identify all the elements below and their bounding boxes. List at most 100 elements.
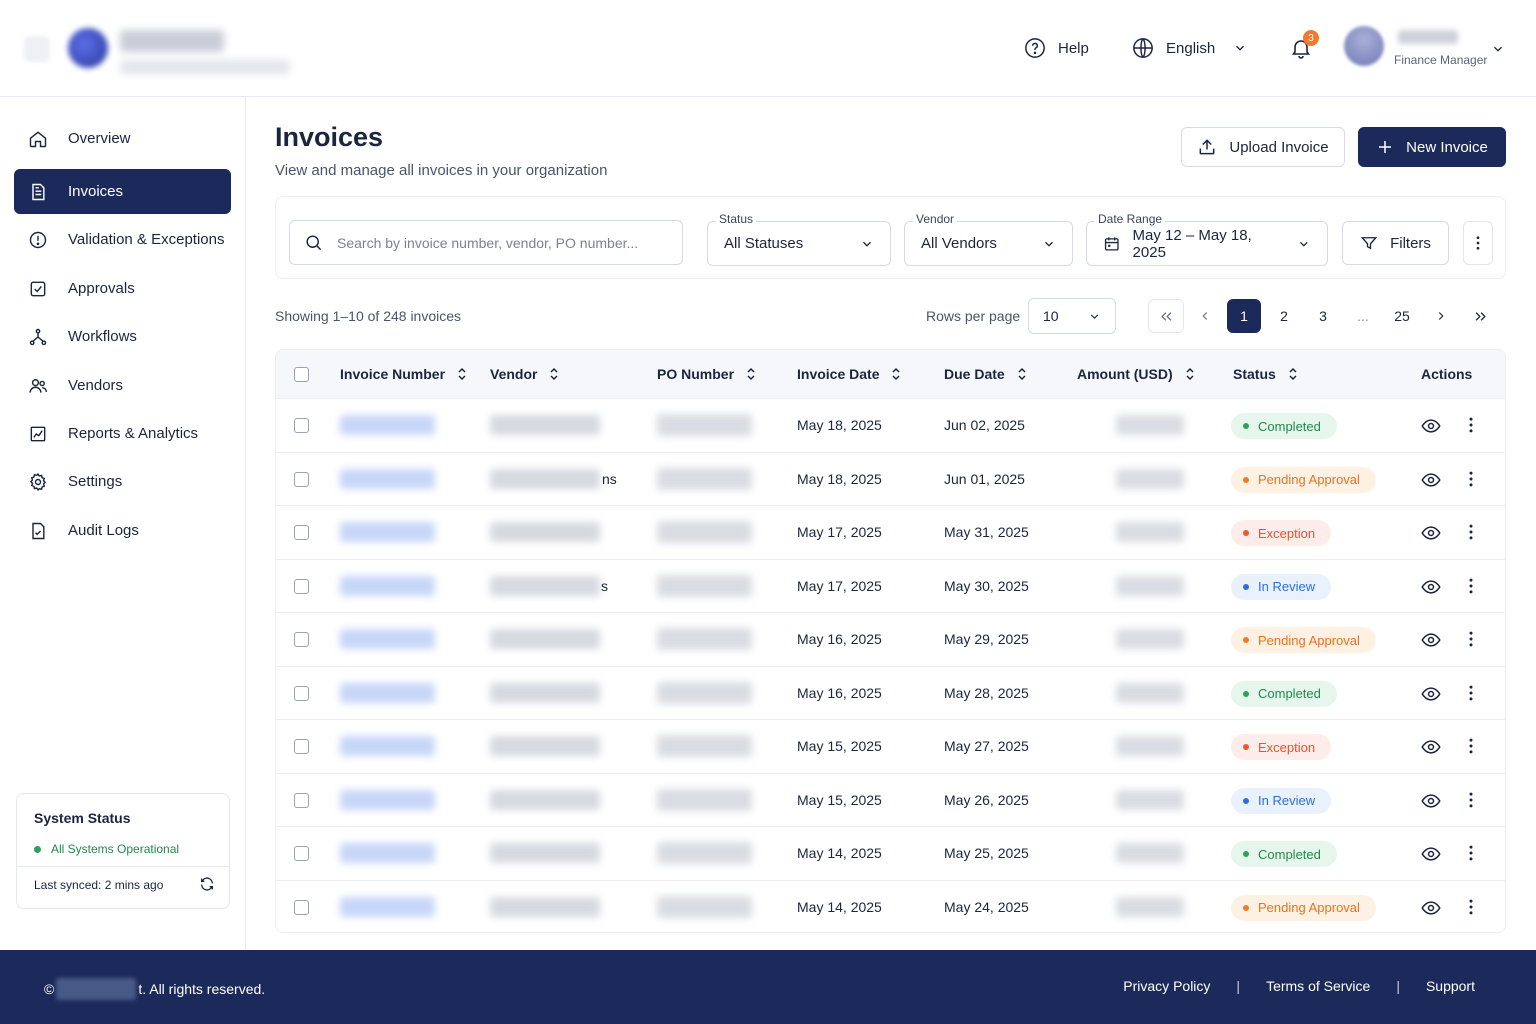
table-row[interactable]: ns May 18, 2025 Jun 01, 2025 Pending Approv…	[276, 451, 1505, 506]
row-checkbox[interactable]	[294, 525, 309, 540]
more-vertical-icon[interactable]	[1461, 843, 1481, 863]
column-header-status[interactable]: Status	[1233, 366, 1298, 382]
select-all-checkbox[interactable]	[294, 367, 309, 382]
last-page-button[interactable]	[1463, 299, 1497, 333]
table-row[interactable]: May 15, 2025 May 26, 2025 In Review	[276, 772, 1505, 827]
page-button[interactable]: 2	[1280, 308, 1288, 324]
row-checkbox[interactable]	[294, 685, 309, 701]
table-row[interactable]: May 16, 2025 May 29, 2025 Pending Approval	[276, 612, 1505, 666]
status-select[interactable]: Status All Statuses	[707, 212, 891, 266]
chevron-down-icon[interactable]	[1491, 42, 1505, 56]
sidebar-item-reports[interactable]: Reports & Analytics	[14, 411, 231, 456]
prev-page-button[interactable]	[1188, 299, 1222, 333]
sidebar-item-workflows[interactable]: Workflows	[14, 314, 231, 359]
row-checkbox[interactable]	[294, 792, 309, 808]
chevron-down-icon	[1045, 241, 1053, 247]
more-vertical-icon[interactable]	[1461, 629, 1481, 649]
more-vertical-icon[interactable]	[1461, 576, 1481, 596]
page-title: Invoices	[275, 122, 384, 152]
row-checkbox[interactable]	[294, 418, 309, 433]
column-header-amount[interactable]: Amount (USD)	[1077, 366, 1195, 382]
sidebar-item-audit-logs[interactable]: Audit Logs	[14, 508, 231, 553]
chevron-down-icon	[1090, 313, 1099, 319]
sidebar-item-settings[interactable]: Settings	[14, 459, 231, 504]
row-checkbox[interactable]	[294, 471, 309, 487]
eye-icon[interactable]	[1421, 577, 1441, 597]
row-checkbox[interactable]	[294, 846, 309, 861]
invoice-number-link[interactable]	[340, 896, 435, 917]
row-checkbox[interactable]	[294, 899, 309, 915]
eye-icon[interactable]	[1421, 416, 1441, 436]
table-row[interactable]: May 14, 2025 May 25, 2025 Completed	[276, 826, 1505, 880]
sidebar-item-vendors[interactable]: Vendors	[14, 363, 231, 408]
more-vertical-icon[interactable]	[1461, 522, 1481, 542]
page-button[interactable]: 1	[1227, 299, 1261, 333]
invoice-number-link[interactable]	[340, 468, 435, 489]
invoice-number-link[interactable]	[340, 522, 435, 542]
eye-icon[interactable]	[1421, 791, 1441, 811]
sort-icon	[892, 367, 901, 381]
vendor-name	[490, 789, 600, 810]
table-row[interactable]: May 17, 2025 May 31, 2025 Exception	[276, 505, 1505, 559]
more-vertical-icon[interactable]	[1461, 897, 1481, 917]
more-vertical-icon[interactable]	[1461, 415, 1481, 435]
more-vertical-icon[interactable]	[1461, 683, 1481, 703]
column-header-invoice-number[interactable]: Invoice Number	[340, 366, 467, 382]
terms-of-service-link[interactable]: Terms of Service	[1266, 978, 1371, 994]
refresh-icon[interactable]	[199, 876, 215, 892]
sidebar-item-approvals[interactable]: Approvals	[14, 266, 231, 311]
page-button[interactable]: 3	[1319, 308, 1327, 324]
footer-separator: |	[1396, 978, 1400, 994]
sidebar-item-validation[interactable]: Validation & Exceptions	[14, 217, 231, 262]
table-row[interactable]: May 16, 2025 May 28, 2025 Completed	[276, 665, 1505, 720]
column-header-due-date[interactable]: Due Date	[944, 366, 1027, 382]
more-options-button[interactable]	[1463, 221, 1493, 265]
eye-icon[interactable]	[1421, 684, 1441, 704]
row-checkbox[interactable]	[294, 578, 309, 594]
table-row[interactable]: s May 17, 2025 May 30, 2025 In Review	[276, 558, 1505, 613]
language-selector[interactable]: English	[1132, 37, 1247, 59]
invoice-number-link[interactable]	[340, 575, 435, 596]
invoice-number-link[interactable]	[340, 843, 435, 863]
row-checkbox[interactable]	[294, 739, 309, 754]
more-vertical-icon[interactable]	[1461, 469, 1481, 489]
vendor-select[interactable]: Vendor All Vendors	[904, 212, 1073, 266]
search-box[interactable]	[289, 220, 683, 265]
row-checkbox[interactable]	[294, 632, 309, 647]
eye-icon[interactable]	[1421, 523, 1441, 543]
first-page-button[interactable]	[1148, 299, 1184, 333]
rows-per-page-select[interactable]: 10	[1028, 298, 1116, 334]
support-link[interactable]: Support	[1425, 978, 1475, 994]
table-row[interactable]: May 15, 2025 May 27, 2025 Exception	[276, 719, 1505, 773]
page-button[interactable]: 25	[1394, 308, 1410, 324]
column-header-invoice-date[interactable]: Invoice Date	[797, 366, 901, 382]
table-row[interactable]: May 14, 2025 May 24, 2025 Pending Approval	[276, 879, 1505, 933]
eye-icon[interactable]	[1421, 470, 1441, 490]
privacy-policy-link[interactable]: Privacy Policy	[1123, 978, 1211, 994]
invoice-number-link[interactable]	[340, 629, 435, 649]
more-vertical-icon[interactable]	[1461, 736, 1481, 756]
eye-icon[interactable]	[1421, 898, 1441, 918]
invoice-number-link[interactable]	[340, 789, 435, 810]
eye-icon[interactable]	[1421, 630, 1441, 650]
column-header-po-number[interactable]: PO Number	[657, 366, 756, 382]
filters-button[interactable]: Filters	[1342, 221, 1449, 265]
avatar[interactable]	[1344, 26, 1384, 66]
table-row[interactable]: May 18, 2025 Jun 02, 2025 Completed	[276, 398, 1505, 452]
upload-invoice-button[interactable]: Upload Invoice	[1181, 127, 1345, 167]
search-input[interactable]	[337, 234, 667, 251]
eye-icon[interactable]	[1421, 737, 1441, 757]
more-vertical-icon[interactable]	[1461, 790, 1481, 810]
help-button[interactable]: Help	[1024, 37, 1089, 59]
menu-icon[interactable]	[24, 36, 50, 62]
invoice-number-link[interactable]	[340, 415, 435, 435]
date-range-select[interactable]: Date Range May 12 – May 18, 2025	[1086, 212, 1328, 266]
eye-icon[interactable]	[1421, 844, 1441, 864]
invoice-number-link[interactable]	[340, 682, 435, 703]
new-invoice-button[interactable]: New Invoice	[1358, 127, 1506, 167]
sidebar-item-overview[interactable]: Overview	[14, 116, 231, 161]
sidebar-item-invoices[interactable]: Invoices	[14, 169, 231, 214]
invoice-number-link[interactable]	[340, 736, 435, 756]
column-header-vendor[interactable]: Vendor	[490, 366, 559, 382]
next-page-button[interactable]	[1424, 299, 1458, 333]
